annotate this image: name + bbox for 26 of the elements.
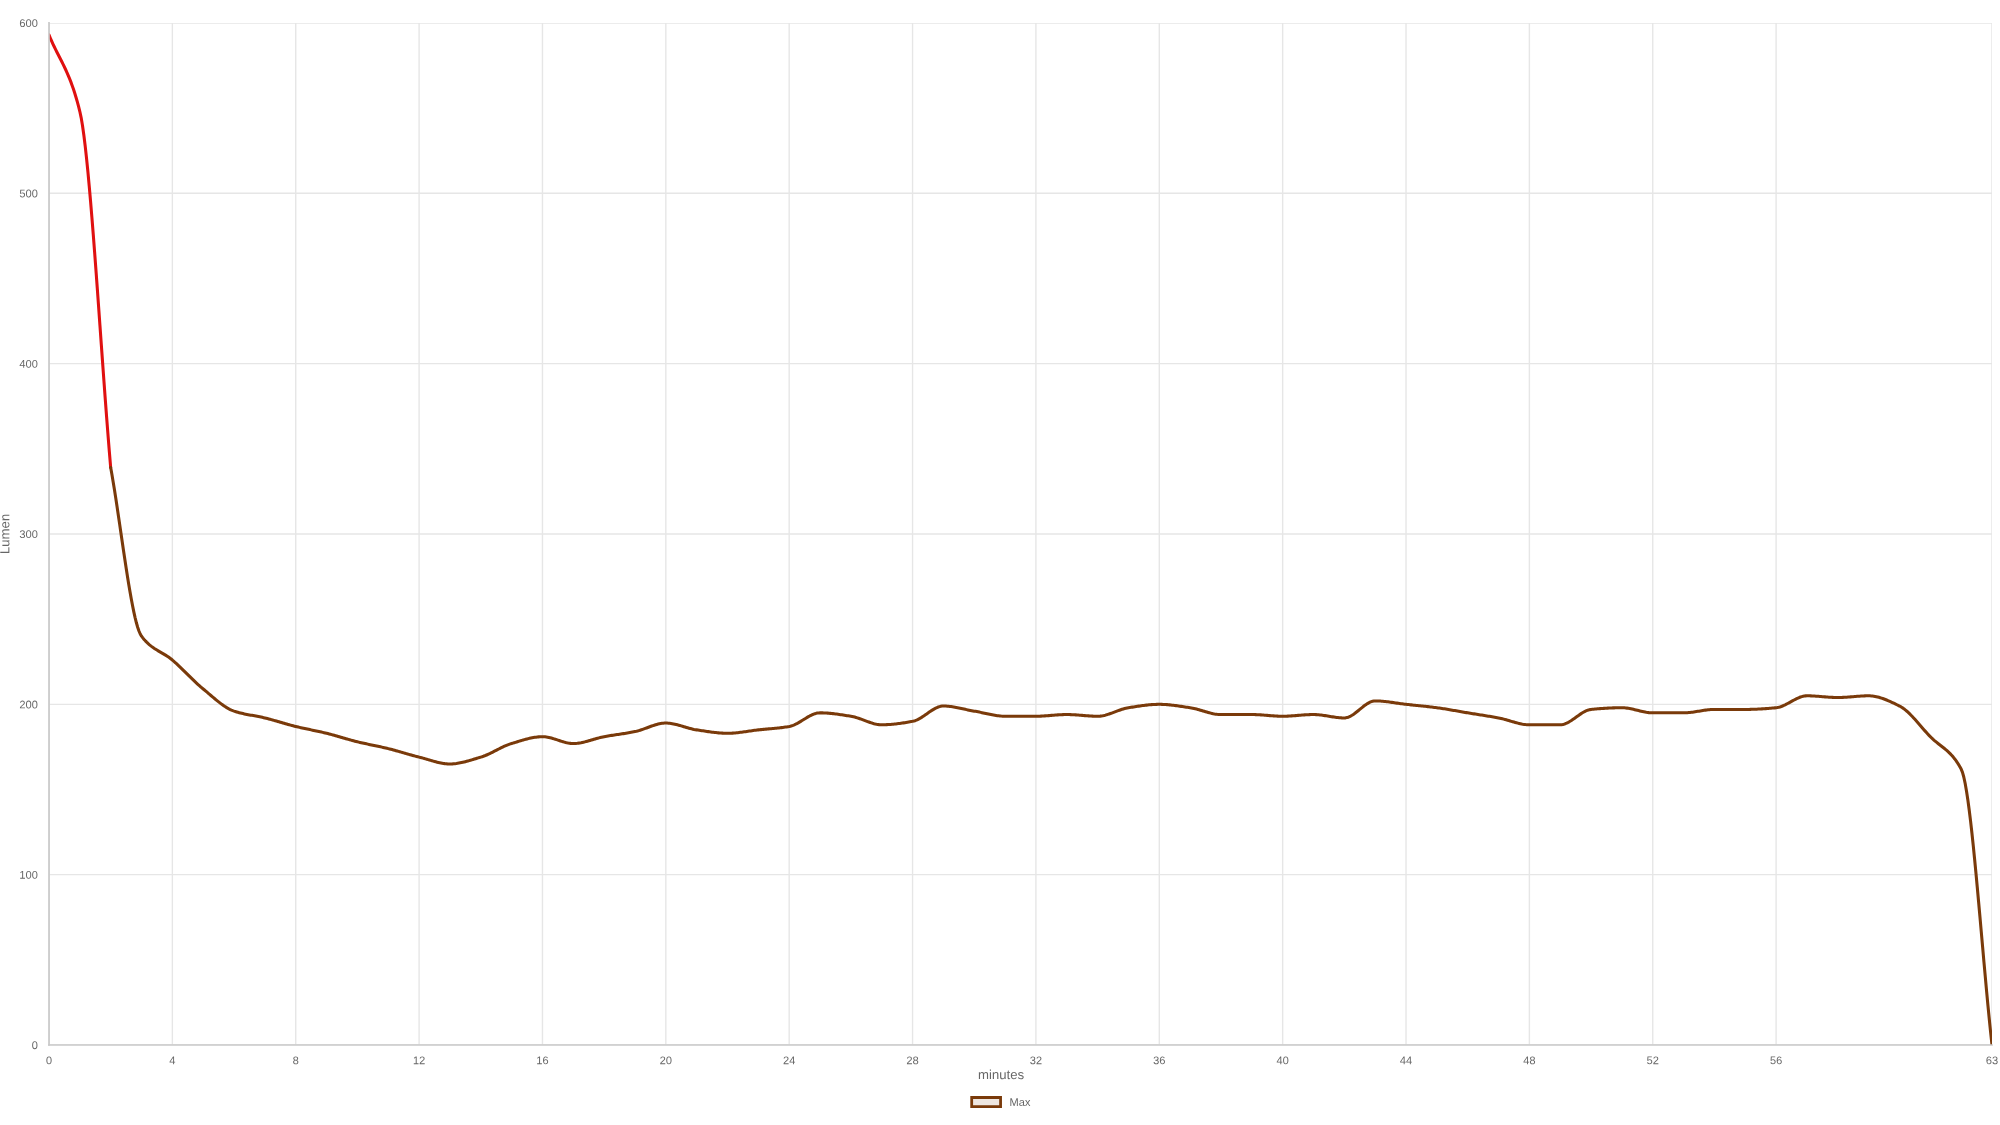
x-tick-label: 56 bbox=[1770, 1056, 1782, 1065]
x-axis-title: minutes bbox=[978, 1069, 1024, 1080]
x-tick-label: 12 bbox=[413, 1056, 425, 1065]
x-tick-label: 32 bbox=[1030, 1056, 1042, 1065]
y-tick-label: 200 bbox=[19, 700, 38, 709]
y-tick-label: 300 bbox=[19, 530, 38, 539]
x-tick-label: 24 bbox=[783, 1056, 796, 1065]
x-tick-label: 0 bbox=[46, 1056, 52, 1065]
y-tick-label: 100 bbox=[20, 870, 38, 879]
x-tick-label: 63 bbox=[1986, 1056, 1998, 1065]
x-tick-label: 16 bbox=[537, 1056, 549, 1065]
y-tick-label: 0 bbox=[32, 1041, 38, 1050]
x-tick-label: 4 bbox=[169, 1056, 176, 1065]
y-axis-title: Lumen bbox=[0, 514, 10, 554]
y-tick-label: 400 bbox=[19, 359, 38, 368]
legend-label: Max bbox=[1010, 1098, 1031, 1107]
y-tick-label: 600 bbox=[19, 19, 38, 28]
x-tick-label: 36 bbox=[1153, 1056, 1165, 1065]
y-tick-label: 500 bbox=[19, 189, 38, 198]
x-tick-label: 48 bbox=[1523, 1056, 1536, 1065]
x-tick-label: 44 bbox=[1400, 1056, 1412, 1065]
x-tick-label: 52 bbox=[1647, 1056, 1659, 1065]
x-tick-label: 28 bbox=[906, 1056, 919, 1065]
x-tick-label: 8 bbox=[293, 1056, 299, 1065]
x-tick-label: 40 bbox=[1276, 1056, 1289, 1065]
x-tick-label: 20 bbox=[660, 1056, 672, 1065]
